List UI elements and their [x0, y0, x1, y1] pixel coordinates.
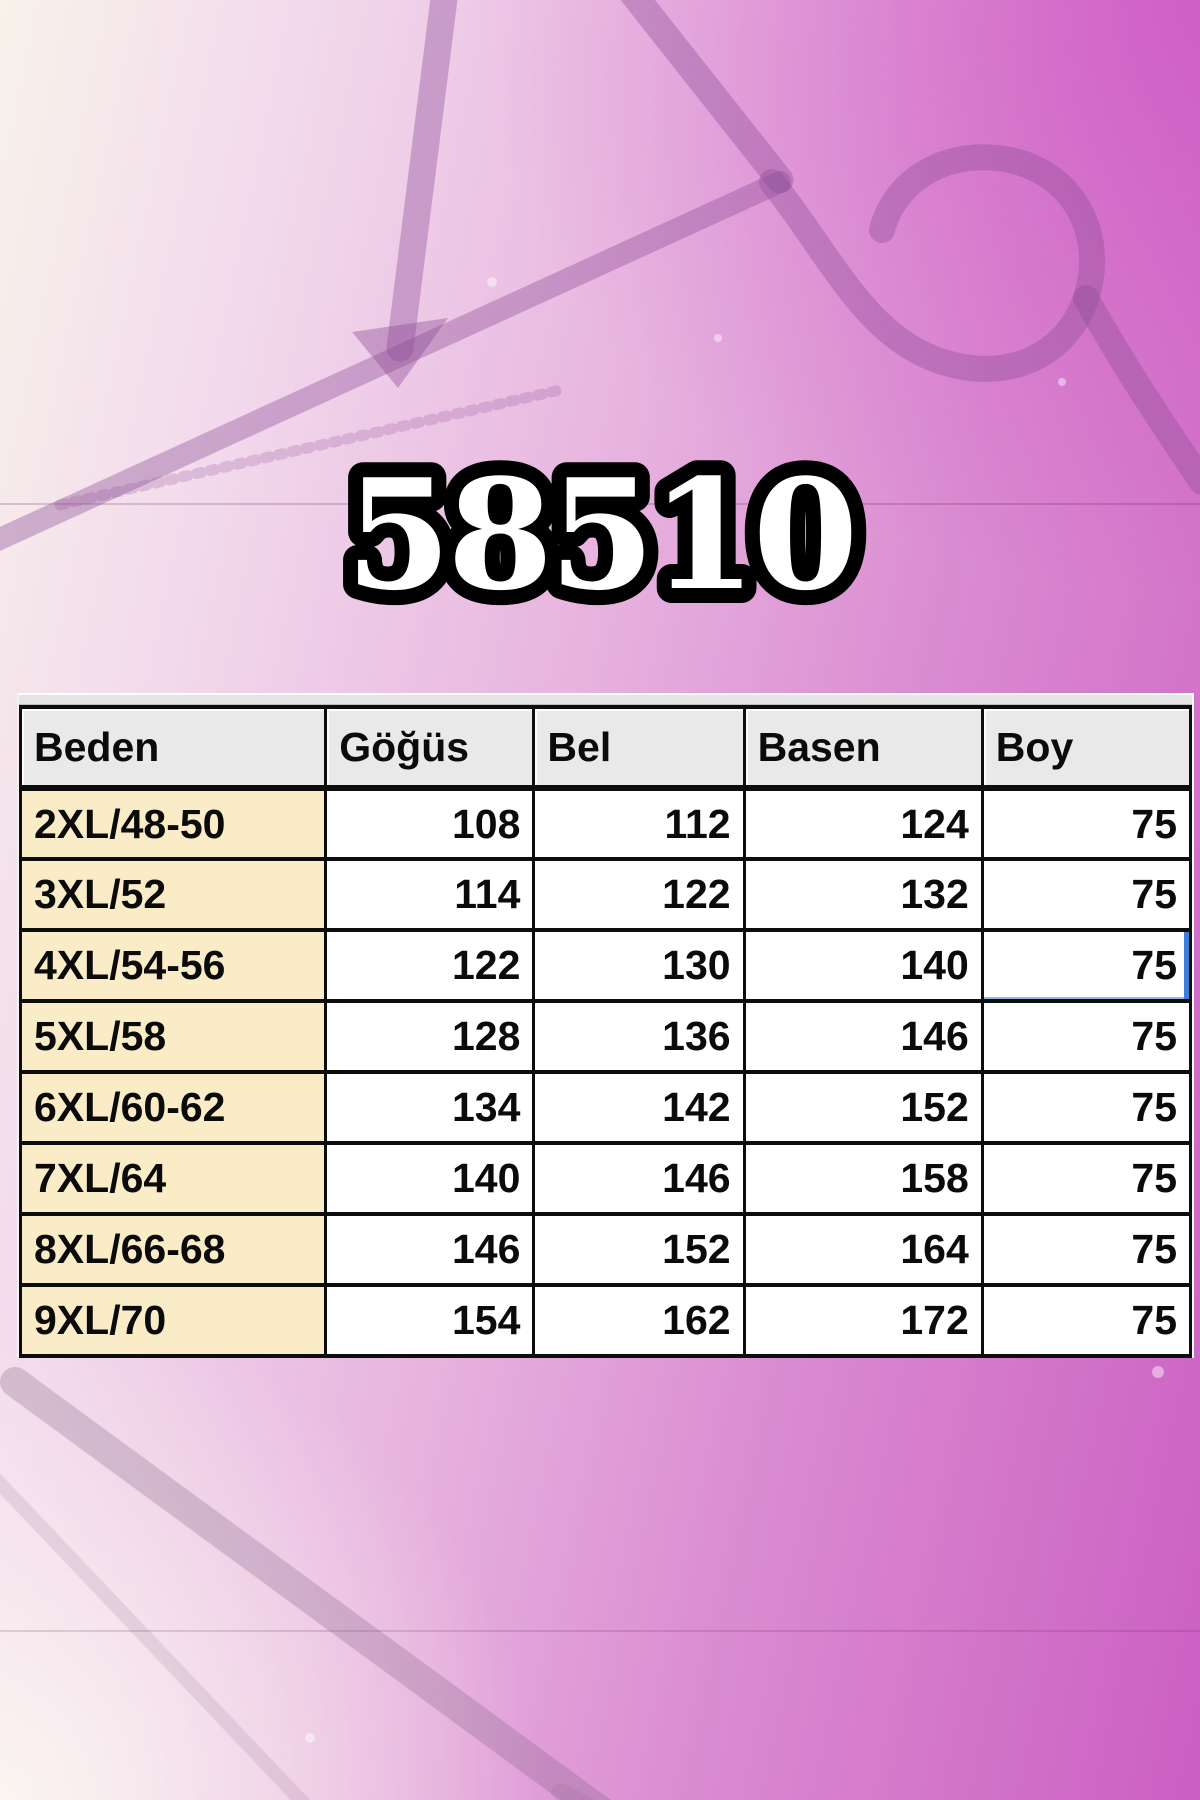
- waist-cell: 136: [532, 999, 746, 1074]
- waist-cell: 162: [532, 1283, 746, 1358]
- waist-cell: 112: [532, 786, 746, 861]
- waist-cell: 152: [532, 1212, 746, 1287]
- hips-cell: 164: [742, 1212, 984, 1287]
- waist-cell: 142: [532, 1070, 746, 1145]
- table-row: 3XL/52 114 122 132 75: [18, 857, 1193, 932]
- length-cell: 75: [980, 786, 1193, 861]
- table-row: 2XL/48-50 108 112 124 75: [18, 786, 1193, 861]
- table-row: 9XL/70 154 162 172 75: [18, 1283, 1193, 1358]
- chest-cell: 128: [324, 999, 536, 1074]
- size-cell: 9XL/70: [18, 1283, 328, 1358]
- column-header: Bel: [532, 705, 746, 791]
- chest-cell: 108: [324, 786, 536, 861]
- product-code-text: 58510: [346, 445, 855, 624]
- size-cell: 7XL/64: [18, 1141, 328, 1216]
- hips-cell: 124: [742, 786, 984, 861]
- waist-cell: 130: [532, 928, 746, 1003]
- chest-cell: 140: [324, 1141, 536, 1216]
- table-header-row: Beden Göğüs Bel Basen Boy: [18, 705, 1193, 791]
- table-row: 5XL/58 128 136 146 75: [18, 999, 1193, 1074]
- length-cell: 75: [980, 999, 1193, 1074]
- plank-seam-line: [0, 503, 1200, 505]
- length-cell: 75: [980, 1283, 1193, 1358]
- length-cell: 75: [980, 1141, 1193, 1216]
- size-chart-table-container: Beden Göğüs Bel Basen Boy 2XL/48-50 108 …: [17, 693, 1194, 1358]
- size-cell: 3XL/52: [18, 857, 328, 932]
- chest-cell: 134: [324, 1070, 536, 1145]
- product-code-title: 58510: [0, 420, 1200, 640]
- waist-cell: 122: [532, 857, 746, 932]
- plank-seam-line: [0, 1630, 1200, 1632]
- chest-cell: 114: [324, 857, 536, 932]
- table-row: 7XL/64 140 146 158 75: [18, 1141, 1193, 1216]
- size-cell: 5XL/58: [18, 999, 328, 1074]
- size-cell: 2XL/48-50: [18, 786, 328, 861]
- column-header: Beden: [18, 705, 328, 791]
- table-row: 4XL/54-56 122 130 140 75: [18, 928, 1193, 1003]
- chest-cell: 122: [324, 928, 536, 1003]
- spreadsheet-edge-sliver: [19, 695, 1192, 705]
- table-body: 2XL/48-50 108 112 124 75 3XL/52 114 122 …: [18, 786, 1193, 1358]
- hips-cell: 158: [742, 1141, 984, 1216]
- hips-cell: 172: [742, 1283, 984, 1358]
- length-cell: 75: [980, 857, 1193, 932]
- size-cell: 6XL/60-62: [18, 1070, 328, 1145]
- table-row: 6XL/60-62 134 142 152 75: [18, 1070, 1193, 1145]
- size-cell: 8XL/66-68: [18, 1212, 328, 1287]
- size-cell: 4XL/54-56: [18, 928, 328, 1003]
- column-header: Basen: [742, 705, 984, 791]
- hips-cell: 140: [742, 928, 984, 1003]
- length-cell: 75: [980, 928, 1193, 1003]
- length-cell: 75: [980, 1212, 1193, 1287]
- length-cell: 75: [980, 1070, 1193, 1145]
- chest-cell: 146: [324, 1212, 536, 1287]
- column-header: Göğüs: [324, 705, 536, 791]
- column-header: Boy: [980, 705, 1193, 791]
- table-row: 8XL/66-68 146 152 164 75: [18, 1212, 1193, 1287]
- hips-cell: 152: [742, 1070, 984, 1145]
- hips-cell: 132: [742, 857, 984, 932]
- waist-cell: 146: [532, 1141, 746, 1216]
- hips-cell: 146: [742, 999, 984, 1074]
- size-chart-table: Beden Göğüs Bel Basen Boy 2XL/48-50 108 …: [18, 705, 1193, 1358]
- chest-cell: 154: [324, 1283, 536, 1358]
